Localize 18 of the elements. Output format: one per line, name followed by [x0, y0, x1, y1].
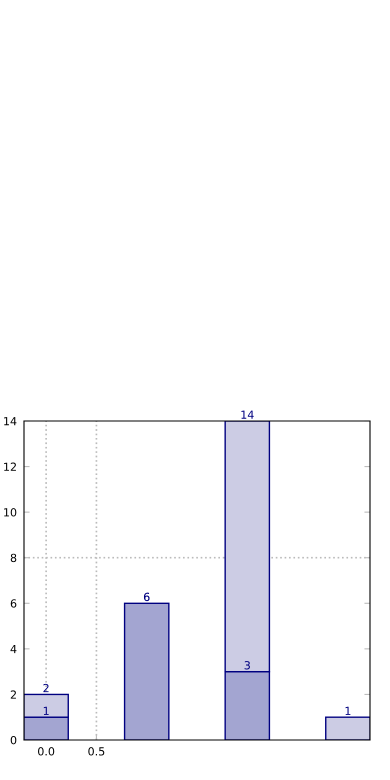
bar [325, 716, 370, 740]
x-tick-label: 0.5 [88, 747, 104, 756]
y-tick-label: 6 [10, 599, 16, 608]
total-label: 1 [346, 706, 350, 715]
y-tick-label: 10 [4, 508, 16, 517]
y-tick-label: 2 [10, 690, 16, 699]
data-label: 3 [244, 661, 250, 670]
y-tick-label: 14 [4, 417, 16, 426]
y-tick-label: 4 [10, 644, 16, 654]
total-label: 14 [241, 410, 254, 419]
bar [124, 602, 170, 740]
data-label: 1 [44, 706, 49, 715]
total-label: 2 [43, 684, 49, 692]
y-tick-label: 0 [10, 736, 16, 744]
total-label: 6 [144, 592, 150, 602]
y-tick-label: 8 [10, 554, 16, 562]
x-tick-label: 0.0 [38, 747, 54, 756]
y-tick-label: 12 [4, 462, 16, 471]
